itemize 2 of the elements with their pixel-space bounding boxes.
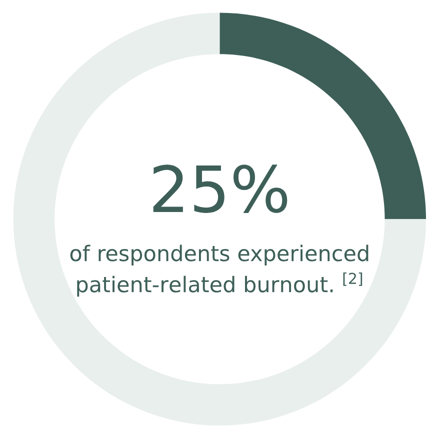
text: of respondents experienced patient-related burnout. $^{[2]}$: [70, 244, 368, 297]
text: 25%: [153, 164, 288, 213]
